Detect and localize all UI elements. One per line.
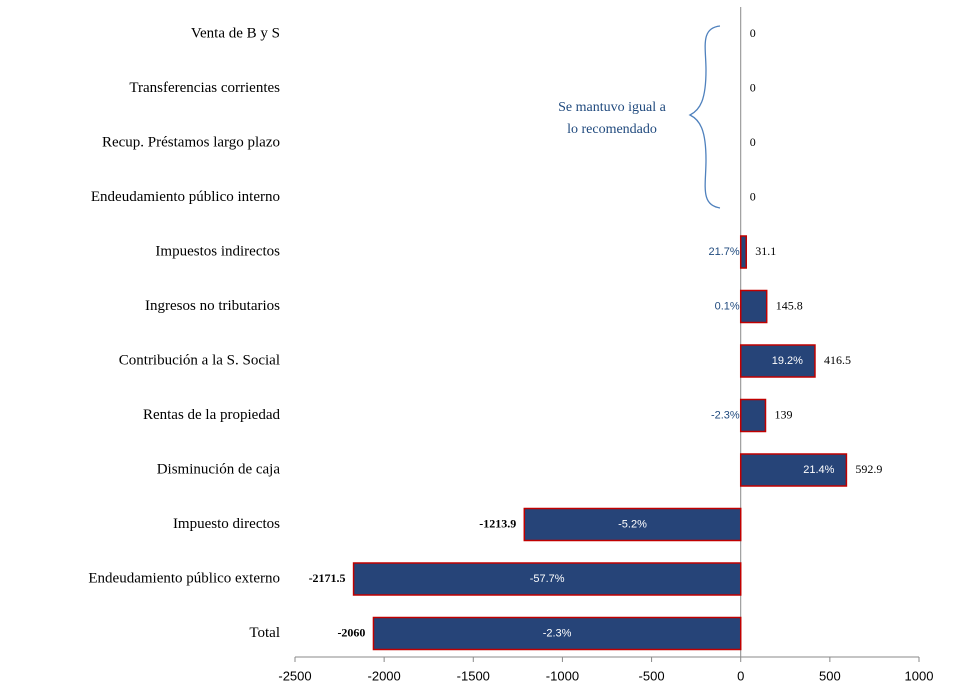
x-tick-label: -2000 <box>368 668 401 683</box>
value-label: 31.1 <box>755 244 776 258</box>
value-label: 0 <box>750 189 756 203</box>
category-label: Impuestos indirectos <box>155 243 280 259</box>
percent-label: -5.2% <box>618 518 647 530</box>
value-label: -1213.9 <box>479 516 516 530</box>
category-label: Impuesto directos <box>173 516 280 532</box>
x-tick-label: -2500 <box>278 668 311 683</box>
value-label: -2060 <box>337 625 365 639</box>
category-label: Endeudamiento público interno <box>91 189 280 205</box>
category-label: Transferencias corrientes <box>129 80 280 96</box>
bar <box>739 289 768 324</box>
percent-label: -2.3% <box>543 627 572 639</box>
category-label: Venta de B y S <box>191 25 280 41</box>
bar <box>372 616 742 651</box>
percent-label: 21.4% <box>803 464 834 476</box>
bar <box>352 562 742 596</box>
category-label: Ingresos no tributarios <box>145 298 280 314</box>
percent-label: 0.1% <box>715 300 740 312</box>
x-tick-label: -1500 <box>457 668 490 683</box>
bar <box>523 507 742 542</box>
value-label: -2171.5 <box>309 571 346 585</box>
category-label: Recup. Préstamos largo plazo <box>102 134 280 150</box>
bar <box>739 235 748 269</box>
bar <box>739 398 767 433</box>
annotation: lo recomendado <box>567 122 657 137</box>
value-label: 0 <box>750 80 756 94</box>
annotation: Se mantuvo igual a <box>558 100 666 115</box>
x-tick-label: -1000 <box>546 668 579 683</box>
category-label: Total <box>249 625 280 641</box>
category-label: Disminución de caja <box>157 461 281 477</box>
percent-label: 19.2% <box>772 355 803 367</box>
category-label: Contribución a la S. Social <box>119 352 280 368</box>
percent-label: 21.7% <box>709 246 740 258</box>
value-label: 145.8 <box>776 298 803 312</box>
value-label: 0 <box>750 26 756 40</box>
percent-label: -57.7% <box>530 573 565 585</box>
value-label: 592.9 <box>855 462 882 476</box>
x-tick-label: 500 <box>819 668 841 683</box>
x-tick-label: 0 <box>737 668 744 683</box>
x-tick-label: -500 <box>639 668 665 683</box>
bar <box>739 453 848 487</box>
percent-label: -2.3% <box>711 409 740 421</box>
value-label: 0 <box>750 135 756 149</box>
category-label: Rentas de la propiedad <box>143 407 281 423</box>
value-label: 416.5 <box>824 353 851 367</box>
bar <box>739 344 816 378</box>
value-label: 139 <box>774 407 792 421</box>
category-label: Endeudamiento público externo <box>88 570 280 586</box>
brace <box>688 25 721 209</box>
x-tick-label: 1000 <box>905 668 934 683</box>
